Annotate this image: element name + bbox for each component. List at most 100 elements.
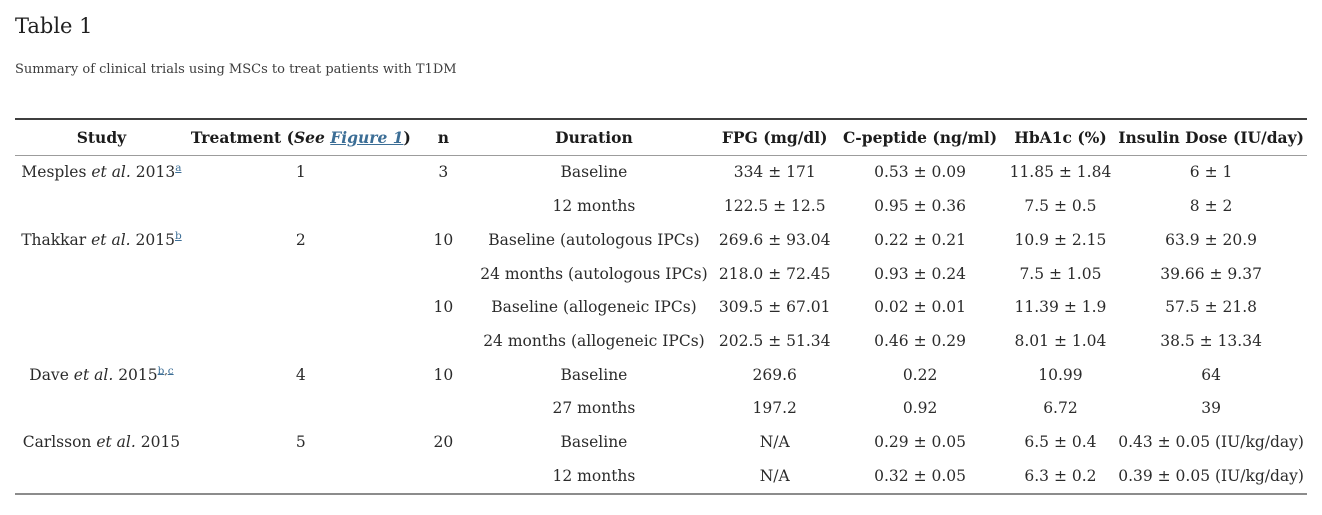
insulin-dose-cell: 39.66 ± 9.37 xyxy=(1160,264,1262,283)
clinical-trials-table: Study Treatment (See Figure 1) n Duratio… xyxy=(15,118,1307,496)
study-cell xyxy=(15,392,188,426)
et-al-text: et al. xyxy=(96,432,136,451)
table-row: Mesples et al. 2013a 1 3 Baseline 334 ± 171 0… xyxy=(15,156,1307,190)
insulin-dose-cell: 8 ± 2 xyxy=(1189,197,1233,216)
table-body: Mesples et al. 2013a 1 3 Baseline 334 ± 171 0… xyxy=(15,156,1307,495)
n-cell xyxy=(414,258,473,292)
hba1c-cell: 6.5 ± 0.4 xyxy=(1024,432,1097,451)
treatment-cell xyxy=(188,460,414,495)
table-row: Thakkar et al. 2015b 2 10 Baseline (autolog… xyxy=(15,224,1307,258)
study-cell xyxy=(15,325,188,359)
hba1c-cell: 10.9 ± 2.15 xyxy=(1014,230,1107,249)
study-cell xyxy=(15,190,188,224)
duration-cell: Baseline xyxy=(560,365,628,384)
hba1c-cell: 6.72 xyxy=(1043,399,1078,418)
c-peptide-cell: 0.95 ± 0.36 xyxy=(874,197,966,216)
table-row: 12 months N/A 0.32 ± 0.05 6.3 ± 0.2 0.39 ± 0… xyxy=(15,460,1307,495)
treatment-cell: 4 xyxy=(295,365,306,384)
duration-cell: Baseline xyxy=(560,163,628,182)
col-header-hba1c: HbA1c (%) xyxy=(1014,127,1107,147)
fpg-cell: 269.6 xyxy=(752,365,797,384)
figure-1-link-label: Figure 1 xyxy=(330,127,404,147)
c-peptide-cell: 0.32 ± 0.05 xyxy=(874,466,966,485)
study-cell: Dave et al. 2015b,c xyxy=(29,364,174,384)
duration-cell: Baseline (autologous IPCs) xyxy=(488,230,700,249)
treatment-header-prefix: Treatment ( xyxy=(190,127,294,147)
treatment-cell: 2 xyxy=(295,230,306,249)
insulin-dose-cell: 0.39 ± 0.05 (IU/kg/day) xyxy=(1118,466,1304,485)
et-al-text: et al. xyxy=(91,163,131,182)
n-cell: 10 xyxy=(433,298,454,317)
et-al-text: et al. xyxy=(73,365,114,384)
duration-cell: 27 months xyxy=(552,399,636,418)
fpg-cell: 197.2 xyxy=(752,399,797,418)
hba1c-cell: 10.99 xyxy=(1038,365,1083,384)
footnote-link-c[interactable]: c xyxy=(167,364,174,377)
hba1c-cell: 11.85 ± 1.84 xyxy=(1009,163,1112,182)
duration-cell: 12 months xyxy=(552,197,636,216)
col-header-n: n xyxy=(437,127,449,147)
n-cell xyxy=(414,325,473,359)
hba1c-cell: 8.01 ± 1.04 xyxy=(1014,331,1107,350)
hba1c-cell: 6.3 ± 0.2 xyxy=(1024,466,1097,485)
fpg-cell: 122.5 ± 12.5 xyxy=(723,197,826,216)
table-header: Study Treatment (See Figure 1) n Duratio… xyxy=(15,118,1307,156)
insulin-dose-cell: 63.9 ± 20.9 xyxy=(1165,230,1258,249)
duration-cell: 24 months (allogeneic IPCs) xyxy=(483,331,705,350)
treatment-header-see: See xyxy=(293,127,325,147)
insulin-dose-cell: 38.5 ± 13.34 xyxy=(1160,331,1262,350)
n-cell: 20 xyxy=(433,432,454,451)
col-header-insulin-dose: Insulin Dose (IU/day) xyxy=(1118,127,1304,147)
c-peptide-cell: 0.93 ± 0.24 xyxy=(874,264,966,283)
study-cell xyxy=(15,258,188,292)
table-row: 24 months (allogeneic IPCs) 202.5 ± 51.34… xyxy=(15,325,1307,359)
c-peptide-cell: 0.22 ± 0.21 xyxy=(874,230,966,249)
footnote-link-a[interactable]: a xyxy=(175,162,182,175)
duration-cell: Baseline xyxy=(560,432,628,451)
col-header-treatment: Treatment (See Figure 1) xyxy=(188,119,414,156)
insulin-dose-cell: 64 xyxy=(1201,365,1221,384)
fpg-cell: N/A xyxy=(759,466,790,485)
hba1c-cell: 7.5 ± 1.05 xyxy=(1019,264,1102,283)
table-row: 24 months (autologous IPCs) 218.0 ± 72.45… xyxy=(15,258,1307,292)
c-peptide-cell: 0.02 ± 0.01 xyxy=(874,298,966,317)
table-row: 12 months 122.5 ± 12.5 0.95 ± 0.36 7.5 ± 0.… xyxy=(15,190,1307,224)
study-cell xyxy=(15,460,188,495)
footnote-link-b[interactable]: b xyxy=(157,364,165,377)
fpg-cell: 309.5 ± 67.01 xyxy=(718,298,831,317)
study-cell: Carlsson et al. 2015 xyxy=(22,432,181,451)
duration-cell: 24 months (autologous IPCs) xyxy=(480,264,708,283)
study-cell: Thakkar et al. 2015b xyxy=(21,229,182,249)
figure-1-link[interactable]: Figure 1 xyxy=(330,128,403,147)
treatment-cell xyxy=(188,392,414,426)
c-peptide-cell: 0.22 xyxy=(902,365,938,384)
hba1c-cell: 7.5 ± 0.5 xyxy=(1024,197,1097,216)
table-caption: Summary of clinical trials using MSCs to… xyxy=(15,62,457,78)
col-header-fpg: FPG (mg/dl) xyxy=(721,127,828,147)
table-row: 27 months 197.2 0.92 6.72 39 xyxy=(15,392,1307,426)
footnote-marks: b xyxy=(175,230,182,242)
table-row: Dave et al. 2015b,c 4 10 Baseline 269.6 0.22 1… xyxy=(15,359,1307,393)
col-header-c-peptide: C-peptide (ng/ml) xyxy=(842,127,998,147)
n-cell xyxy=(414,460,473,495)
insulin-dose-cell: 6 ± 1 xyxy=(1189,163,1233,182)
n-cell: 3 xyxy=(438,163,449,182)
col-header-duration: Duration xyxy=(555,127,633,147)
treatment-cell xyxy=(188,258,414,292)
c-peptide-cell: 0.53 ± 0.09 xyxy=(874,163,966,182)
treatment-header-suffix: ) xyxy=(403,127,411,147)
header-row: Study Treatment (See Figure 1) n Duratio… xyxy=(15,118,1307,156)
fpg-cell: 269.6 ± 93.04 xyxy=(718,230,831,249)
insulin-dose-cell: 0.43 ± 0.05 (IU/kg/day) xyxy=(1118,432,1304,451)
c-peptide-cell: 0.46 ± 0.29 xyxy=(874,331,966,350)
treatment-cell xyxy=(188,291,414,325)
insulin-dose-cell: 39 xyxy=(1201,399,1221,418)
treatment-cell: 1 xyxy=(295,163,306,182)
n-cell xyxy=(414,392,473,426)
footnote-link-b[interactable]: b xyxy=(174,229,182,242)
fpg-cell: 202.5 ± 51.34 xyxy=(718,331,831,350)
c-peptide-cell: 0.92 xyxy=(902,399,938,418)
fpg-cell: 218.0 ± 72.45 xyxy=(718,264,831,283)
footnote-marks: a xyxy=(175,162,181,174)
